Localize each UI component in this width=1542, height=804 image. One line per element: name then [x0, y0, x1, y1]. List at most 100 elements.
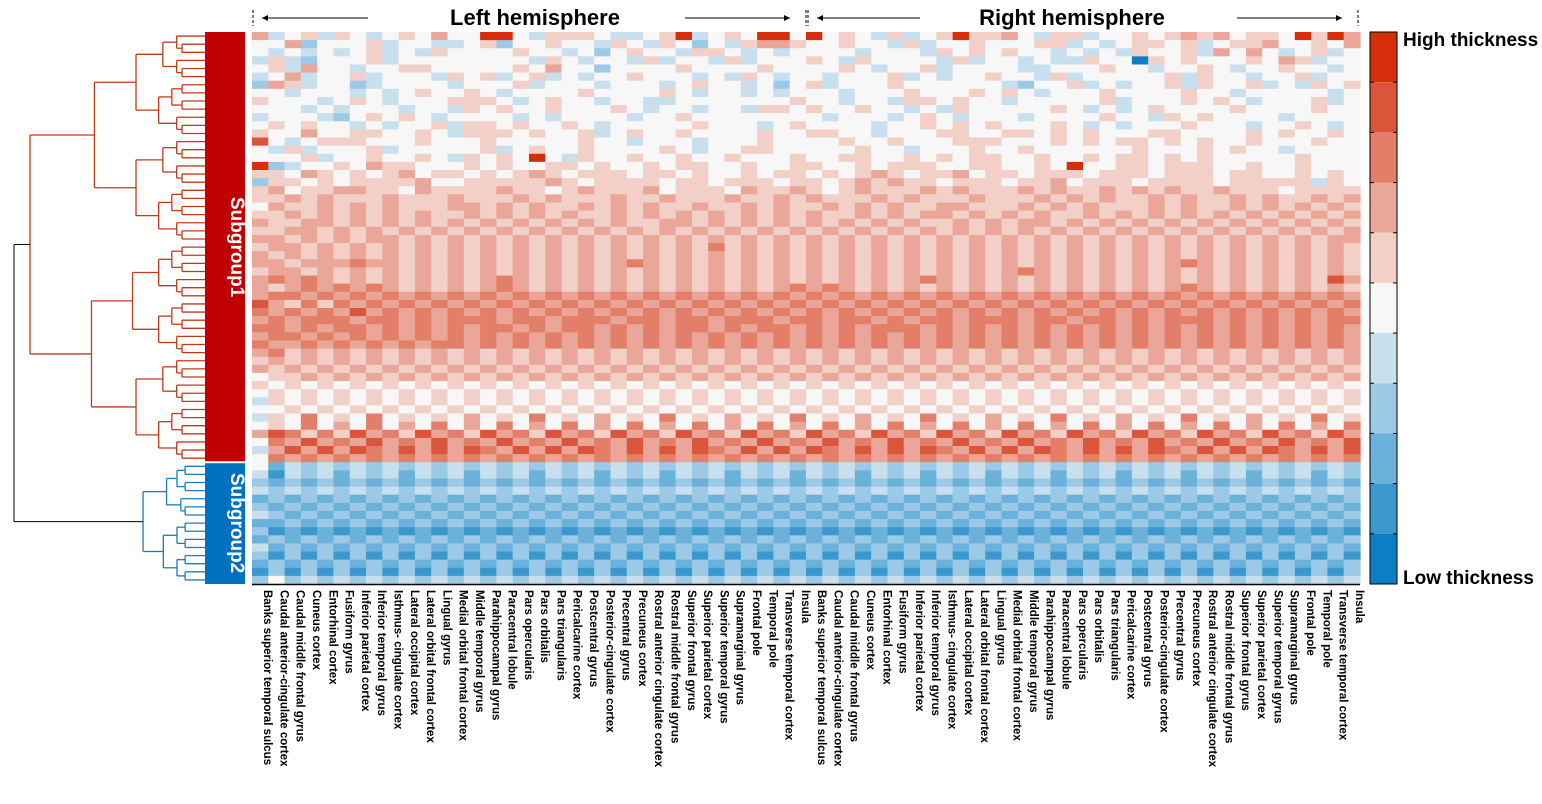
heatmap-cell — [577, 454, 595, 463]
heatmap-cell — [838, 478, 856, 488]
heatmap-cell — [529, 178, 546, 187]
heatmap-cell — [1164, 291, 1182, 301]
heatmap-cell — [1294, 145, 1312, 155]
heatmap-cell — [968, 121, 986, 131]
heatmap-cell — [268, 96, 286, 106]
heatmap-cell — [1034, 88, 1052, 98]
heatmap-cell — [333, 575, 351, 585]
heatmap-cell — [952, 234, 970, 244]
heatmap-cell — [366, 494, 383, 504]
heatmap-cell — [1294, 348, 1312, 358]
heatmap-cell — [1229, 121, 1247, 131]
heatmap-cell — [1180, 316, 1198, 325]
heatmap-cell — [659, 551, 677, 561]
heatmap-cell — [529, 88, 546, 98]
heatmap-cell — [1066, 543, 1084, 553]
heatmap-cell — [1066, 535, 1084, 545]
heatmap-cell — [1229, 210, 1247, 220]
heatmap-cell — [920, 478, 937, 488]
heatmap-cell — [496, 283, 514, 293]
heatmap-cell — [284, 80, 302, 90]
heatmap-cell — [1164, 72, 1182, 82]
heatmap-cell — [1001, 381, 1019, 390]
heatmap-cell — [1245, 72, 1263, 82]
heatmap-cell — [1180, 454, 1198, 463]
heatmap-cell — [789, 543, 807, 553]
heatmap-cell — [1343, 64, 1361, 74]
heatmap-cell — [1050, 502, 1068, 512]
heatmap-cell — [675, 210, 693, 220]
heatmap-cell — [1164, 170, 1182, 179]
heatmap-cell — [1180, 502, 1198, 512]
heatmap-cell — [659, 121, 677, 131]
heatmap-cell — [561, 291, 579, 301]
heatmap-cell — [1034, 226, 1052, 236]
heatmap-cell — [936, 454, 954, 463]
column-label: Pars triangularis — [554, 590, 566, 681]
heatmap-cell — [252, 478, 269, 488]
heatmap-cell — [529, 170, 546, 179]
heatmap-cell — [447, 105, 465, 114]
heatmap-cell — [496, 88, 514, 98]
heatmap-cell — [691, 454, 709, 463]
heatmap-cell — [300, 80, 318, 90]
heatmap-cell — [284, 251, 302, 260]
heatmap-cell — [349, 299, 367, 309]
heatmap-cell — [1343, 226, 1361, 236]
heatmap-cell — [1017, 510, 1035, 520]
heatmap-cell — [1001, 64, 1019, 74]
heatmap-cell — [1050, 559, 1068, 569]
heatmap-cell — [1050, 56, 1068, 66]
heatmap-cell — [1017, 64, 1035, 74]
heatmap-cell — [854, 129, 872, 139]
heatmap-cell — [724, 129, 742, 139]
heatmap-cell — [838, 40, 856, 49]
heatmap-cell — [757, 194, 775, 204]
heatmap-cell — [463, 559, 481, 569]
heatmap-cell — [920, 186, 937, 195]
heatmap-cell — [496, 454, 514, 463]
heatmap-cell — [300, 308, 318, 317]
heatmap-cell — [757, 170, 775, 179]
heatmap-cell — [1017, 389, 1035, 398]
heatmap-cell — [1164, 80, 1182, 90]
heatmap-cell — [268, 551, 286, 561]
heatmap-cell — [317, 186, 335, 195]
heatmap-cell — [871, 210, 889, 220]
heatmap-cell — [512, 56, 530, 66]
heatmap-cell — [1083, 316, 1100, 325]
heatmap-cell — [1262, 299, 1280, 309]
heatmap-cell — [740, 161, 758, 171]
heatmap-cell — [1245, 243, 1263, 252]
heatmap-cell — [871, 80, 889, 90]
heatmap-cell — [1148, 429, 1166, 439]
heatmap-cell — [1311, 332, 1329, 342]
heatmap-cell — [1245, 429, 1263, 439]
heatmap-cell — [1197, 283, 1214, 293]
heatmap-cell — [789, 113, 807, 122]
heatmap-cell — [1164, 218, 1182, 228]
heatmap-cell — [1017, 381, 1035, 390]
heatmap-cell — [985, 372, 1003, 382]
heatmap-cell — [757, 267, 775, 277]
heatmap-cell — [1197, 96, 1214, 106]
column-label: Entorhinal cortex — [326, 590, 338, 685]
heatmap-cell — [854, 218, 872, 228]
heatmap-cell — [968, 478, 986, 488]
heatmap-cell — [1050, 291, 1068, 301]
heatmap-cell — [643, 502, 660, 512]
heatmap-cell — [789, 397, 807, 407]
heatmap-cell — [1197, 243, 1214, 252]
heatmap-cell — [1050, 364, 1068, 374]
heatmap-cell — [806, 153, 823, 163]
heatmap-cell — [1343, 153, 1361, 163]
heatmap-cell — [382, 267, 400, 277]
heatmap-cell — [1343, 486, 1361, 496]
heatmap-cell — [1131, 243, 1149, 252]
heatmap-cell — [675, 454, 693, 463]
heatmap-cell — [1050, 372, 1068, 382]
heatmap-cell — [1131, 535, 1149, 545]
heatmap-cell — [854, 478, 872, 488]
heatmap-cell — [773, 105, 791, 114]
heatmap-cell — [708, 470, 726, 480]
